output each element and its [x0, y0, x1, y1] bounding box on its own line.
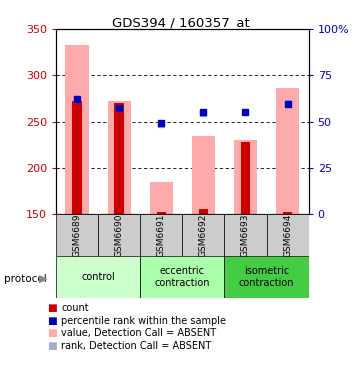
Text: ■: ■ [47, 340, 57, 351]
Text: count: count [61, 303, 89, 313]
Bar [225, 256, 309, 298]
Bar [199, 209, 208, 214]
Bar [150, 182, 173, 214]
Text: GSM6691: GSM6691 [157, 213, 166, 257]
Bar [283, 212, 292, 214]
Text: GSM6692: GSM6692 [199, 213, 208, 257]
Bar [192, 135, 215, 214]
Bar [140, 214, 182, 256]
Bar [225, 214, 266, 256]
Bar [234, 140, 257, 214]
Text: GSM6694: GSM6694 [283, 213, 292, 257]
Text: GSM6689: GSM6689 [73, 213, 82, 257]
Bar [72, 101, 82, 214]
Bar [140, 256, 225, 298]
Text: rank, Detection Call = ABSENT: rank, Detection Call = ABSENT [61, 340, 212, 351]
Text: eccentric
contraction: eccentric contraction [155, 266, 210, 288]
Text: GSM6690: GSM6690 [115, 213, 123, 257]
Text: GDS394 / 160357_at: GDS394 / 160357_at [112, 16, 249, 30]
Bar [56, 256, 140, 298]
Text: isometric
contraction: isometric contraction [239, 266, 294, 288]
Text: ■: ■ [47, 303, 57, 313]
Text: GSM6693: GSM6693 [241, 213, 250, 257]
Text: ▶: ▶ [39, 274, 48, 284]
Bar [241, 142, 250, 214]
Bar [157, 212, 166, 214]
Text: protocol: protocol [4, 274, 46, 284]
Bar [108, 101, 131, 214]
Bar [56, 214, 98, 256]
Text: control: control [81, 272, 115, 282]
Text: ■: ■ [47, 315, 57, 326]
Text: percentile rank within the sample: percentile rank within the sample [61, 315, 226, 326]
Bar [266, 214, 309, 256]
Bar [182, 214, 225, 256]
Text: value, Detection Call = ABSENT: value, Detection Call = ABSENT [61, 328, 217, 338]
Bar [98, 214, 140, 256]
Text: ■: ■ [47, 328, 57, 338]
Bar [276, 87, 299, 214]
Bar [114, 103, 124, 214]
Bar [65, 45, 88, 214]
